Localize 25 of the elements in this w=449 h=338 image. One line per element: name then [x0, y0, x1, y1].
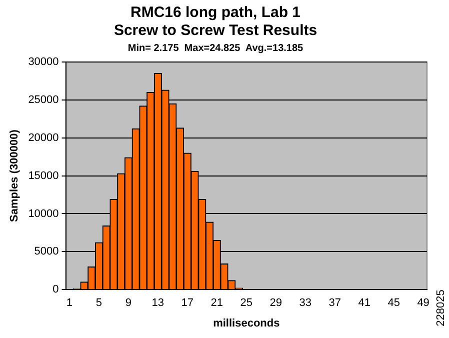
y-tick-label: 25000 — [28, 94, 59, 106]
x-tick-label: 5 — [96, 297, 102, 310]
text: 228025 — [435, 290, 448, 326]
x-tick-label: 13 — [152, 297, 164, 310]
y-axis-title: Samples (300000) — [8, 129, 21, 222]
x-tick-label: 45 — [388, 297, 400, 310]
x-tick-label: 9 — [125, 297, 132, 310]
x-tick-label: 33 — [299, 297, 312, 310]
y-tick-label: 5000 — [34, 246, 59, 258]
y-tick-label: 10000 — [28, 208, 59, 220]
x-axis-title: milliseconds — [213, 317, 280, 330]
x-tick-label: 1 — [66, 297, 73, 310]
chart-title: RMC16 long path, Lab 1 Screw to Screw Test Results — [114, 4, 318, 40]
x-tick-label: 41 — [358, 297, 370, 310]
y-tick-label: 15000 — [28, 170, 59, 182]
x-tick-label: 29 — [270, 297, 282, 310]
x-tick-label: 37 — [328, 297, 341, 310]
x-tick-label: 25 — [240, 297, 253, 310]
x-tick-label: 17 — [181, 297, 194, 310]
x-tick-label: 21 — [210, 297, 224, 310]
y-tick-label: 30000 — [28, 56, 59, 68]
x-tick-label: 49 — [417, 297, 430, 310]
y-tick-label: 20000 — [28, 132, 59, 144]
chart-subtitle: Min= 2.175 Max=24.825 Avg.=13.185 — [128, 42, 304, 54]
y-tick-label: 0 — [52, 284, 59, 296]
